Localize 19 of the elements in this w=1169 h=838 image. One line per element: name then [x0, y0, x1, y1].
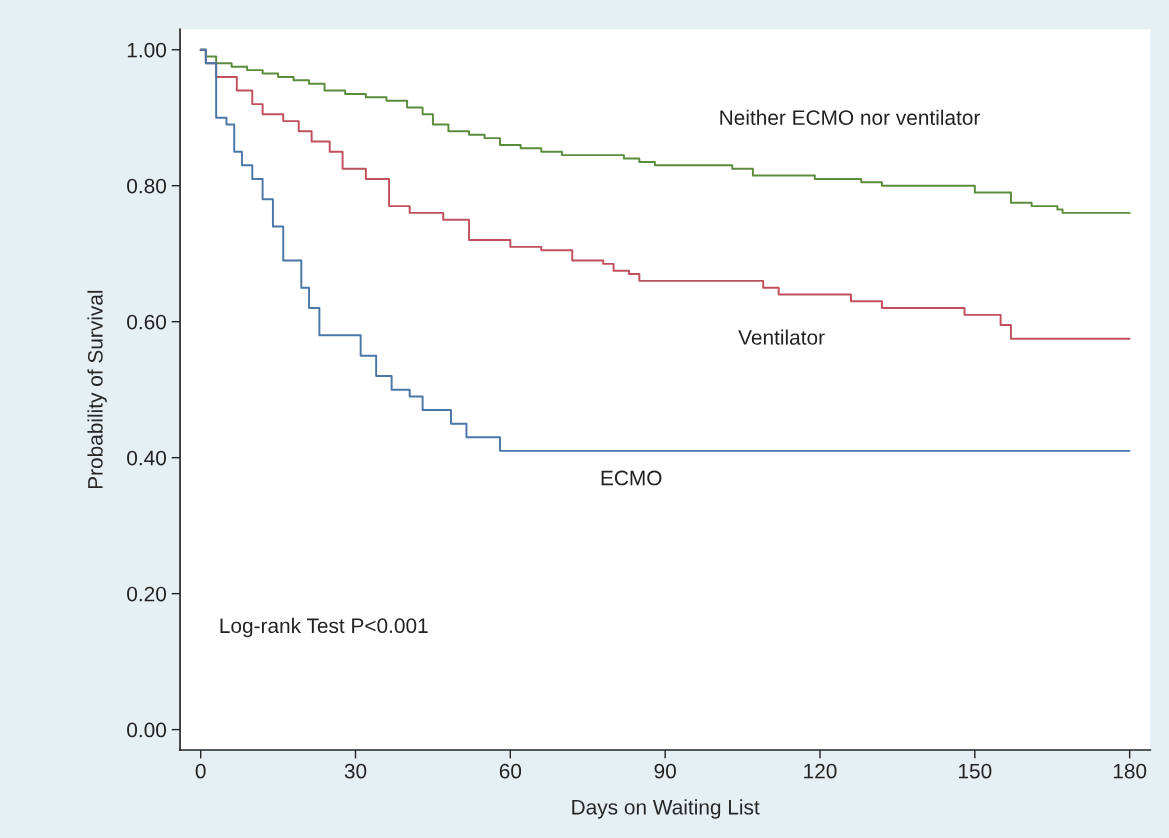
y-axis-title: Probability of Survival — [87, 290, 107, 489]
x-tick-label: 180 — [1113, 763, 1147, 779]
annotation: Log-rank Test P<0.001 — [220, 617, 428, 638]
x-tick-label: 60 — [499, 763, 522, 779]
y-tick-label: 0.00 — [127, 722, 167, 738]
y-tick-label: 1.00 — [127, 42, 167, 58]
series-label: Ventilator — [738, 329, 825, 345]
y-tick-label: 0.40 — [127, 450, 167, 466]
x-tick-label: 150 — [959, 763, 992, 779]
series-label: ECMO — [601, 470, 662, 486]
y-tick-label: 0.80 — [127, 178, 167, 194]
series-label: Neither ECMO nor ventilator — [720, 109, 981, 126]
x-tick-label: 90 — [654, 763, 676, 779]
y-tick-label: 0.20 — [127, 586, 167, 602]
x-tick-label: 120 — [804, 763, 837, 779]
x-tick-label: 30 — [344, 763, 367, 779]
y-tick-label: 0.60 — [127, 314, 167, 330]
x-tick-label: 0 — [195, 763, 206, 779]
x-axis-title: Days on Waiting List — [572, 799, 760, 819]
